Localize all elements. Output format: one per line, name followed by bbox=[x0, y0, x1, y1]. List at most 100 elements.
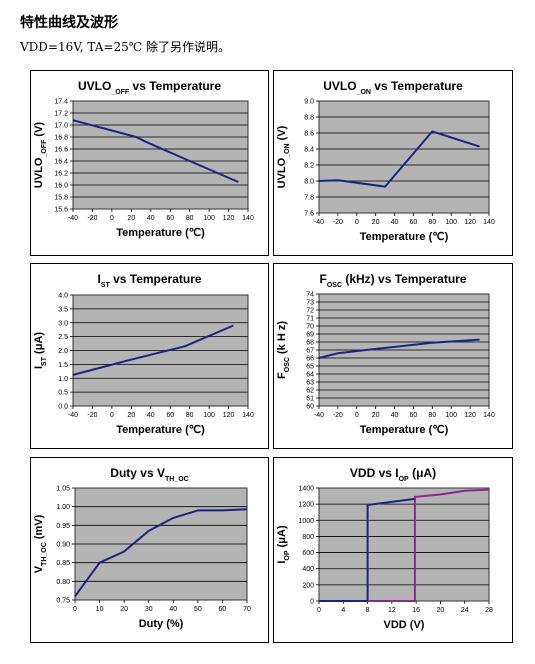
x-tick-label: 80 bbox=[186, 215, 194, 222]
y-tick-label: 400 bbox=[302, 566, 314, 573]
y-tick-label: 1.0 bbox=[58, 376, 68, 383]
y-tick-label: 4.0 bbox=[58, 293, 68, 300]
x-axis-label: Temperature (℃) bbox=[360, 231, 449, 243]
x-tick-label: 60 bbox=[410, 219, 418, 226]
y-tick-label: 16.4 bbox=[54, 159, 68, 166]
y-tick-label: 0.5 bbox=[58, 390, 68, 397]
x-tick-label: 100 bbox=[445, 219, 457, 226]
x-tick-label: -20 bbox=[333, 412, 343, 419]
y-tick-label: 67 bbox=[306, 348, 314, 355]
x-tick-label: 80 bbox=[428, 412, 436, 419]
y-tick-label: 17.2 bbox=[54, 111, 68, 118]
y-tick-label: 16.8 bbox=[54, 135, 68, 142]
y-tick-label: 2.5 bbox=[58, 334, 68, 341]
x-tick-label: 60 bbox=[219, 606, 227, 613]
y-tick-label: 800 bbox=[302, 534, 314, 541]
series-line-0 bbox=[72, 324, 234, 376]
x-tick-label: 0 bbox=[110, 412, 114, 419]
x-tick-label: 0 bbox=[110, 215, 114, 222]
y-tick-label: 8.4 bbox=[304, 147, 314, 154]
x-axis-label: Temperature (℃) bbox=[116, 424, 205, 436]
y-tick-label: 62 bbox=[306, 388, 314, 395]
x-tick-label: 40 bbox=[169, 606, 177, 613]
y-tick-label: 70 bbox=[306, 324, 314, 331]
x-tick-label: 140 bbox=[242, 412, 254, 419]
x-tick-label: -40 bbox=[314, 219, 324, 226]
x-tick-label: 60 bbox=[166, 215, 174, 222]
x-tick-label: 8 bbox=[366, 607, 370, 614]
y-tick-label: 8.6 bbox=[304, 131, 314, 138]
x-tick-label: 120 bbox=[464, 412, 476, 419]
x-tick-label: 50 bbox=[194, 606, 202, 613]
y-axis-label: IOP (μA) bbox=[276, 525, 291, 564]
chart-fosc: FOSC (kHz) vs Temperature606162636465666… bbox=[273, 263, 513, 449]
y-tick-label: 3.5 bbox=[58, 306, 68, 313]
x-tick-label: -20 bbox=[87, 412, 97, 419]
y-tick-label: 61 bbox=[306, 396, 314, 403]
x-tick-label: 140 bbox=[242, 215, 254, 222]
y-tick-label: 1.00 bbox=[56, 504, 70, 511]
chart-ist: IST vs Temperature 0.0 0.5 1.0 1.5 2.0 2.5 3.0 3… bbox=[30, 263, 269, 449]
x-tick-label: 100 bbox=[203, 215, 215, 222]
x-tick-label: 20 bbox=[437, 607, 445, 614]
x-tick-label: 0 bbox=[317, 607, 321, 614]
y-tick-label: 63 bbox=[306, 380, 314, 387]
y-tick-label: 600 bbox=[302, 550, 314, 557]
x-tick-label: 30 bbox=[145, 606, 153, 613]
y-tick-label: 17.4 bbox=[54, 99, 68, 106]
x-tick-label: 40 bbox=[391, 219, 399, 226]
y-tick-label: 0.0 bbox=[58, 404, 68, 411]
chart-vdd-iop: VDD vs IOP (μA)0200400600800100012001400… bbox=[273, 457, 513, 643]
y-tick-label: 15.6 bbox=[54, 207, 68, 214]
chart-uvlo-on: UVLO_ON vs Temperature 7.6 7.8 8.0 8.2 8.4 8.6… bbox=[273, 70, 513, 256]
y-tick-label: 16.6 bbox=[54, 147, 68, 154]
x-tick-label: 140 bbox=[483, 412, 495, 419]
x-tick-label: 0 bbox=[355, 412, 359, 419]
x-tick-label: 80 bbox=[428, 219, 436, 226]
y-tick-label: 8.8 bbox=[304, 115, 314, 122]
y-tick-label: 0.85 bbox=[56, 560, 70, 567]
y-tick-label: 74 bbox=[306, 292, 314, 299]
y-tick-label: 1.5 bbox=[58, 362, 68, 369]
section-title: 特性曲线及波形 bbox=[20, 15, 118, 31]
x-tick-label: -20 bbox=[333, 219, 343, 226]
y-tick-label: 0.95 bbox=[56, 523, 70, 530]
x-axis-label: Temperature (℃) bbox=[360, 424, 449, 436]
y-tick-label: 8.2 bbox=[304, 163, 314, 170]
y-tick-label: 1000 bbox=[298, 518, 314, 525]
y-tick-label: 0.75 bbox=[56, 598, 70, 605]
series-line-0 bbox=[318, 338, 480, 359]
x-tick-label: 120 bbox=[223, 412, 235, 419]
x-tick-label: 120 bbox=[223, 215, 235, 222]
x-tick-label: 24 bbox=[461, 607, 469, 614]
series-line-0 bbox=[319, 497, 416, 602]
series-line-0 bbox=[74, 508, 248, 597]
y-tick-label: 9.0 bbox=[304, 99, 314, 106]
x-tick-label: 20 bbox=[127, 412, 135, 419]
x-tick-label: 100 bbox=[203, 412, 215, 419]
x-tick-label: -40 bbox=[68, 215, 78, 222]
y-tick-label: 1200 bbox=[298, 502, 314, 509]
y-tick-label: 17.0 bbox=[54, 123, 68, 130]
y-tick-label: 8.0 bbox=[304, 179, 314, 186]
x-tick-label: 10 bbox=[96, 606, 104, 613]
x-tick-label: 20 bbox=[120, 606, 128, 613]
test-conditions: VDD=16V, TA=25℃ 除了另作说明。 bbox=[20, 40, 231, 54]
y-tick-label: 3.0 bbox=[58, 320, 68, 327]
series-line-0 bbox=[318, 130, 480, 188]
y-tick-label: 60 bbox=[306, 404, 314, 411]
series-line-0 bbox=[72, 119, 239, 183]
y-tick-label: 200 bbox=[302, 582, 314, 589]
x-tick-label: -40 bbox=[314, 412, 324, 419]
x-tick-label: 20 bbox=[372, 219, 380, 226]
y-tick-label: 73 bbox=[306, 300, 314, 307]
x-tick-label: 0 bbox=[73, 606, 77, 613]
x-tick-label: 140 bbox=[483, 219, 495, 226]
y-tick-label: 1.05 bbox=[56, 486, 70, 493]
chart-title: UVLO_OFF vs Temperature bbox=[78, 79, 221, 96]
x-axis-label: VDD (V) bbox=[384, 619, 425, 631]
y-tick-label: 15.8 bbox=[54, 195, 68, 202]
y-tick-label: 7.6 bbox=[304, 211, 314, 218]
chart-title: UVLO_ON vs Temperature bbox=[323, 79, 463, 96]
x-axis-label: Duty (%) bbox=[139, 618, 184, 630]
